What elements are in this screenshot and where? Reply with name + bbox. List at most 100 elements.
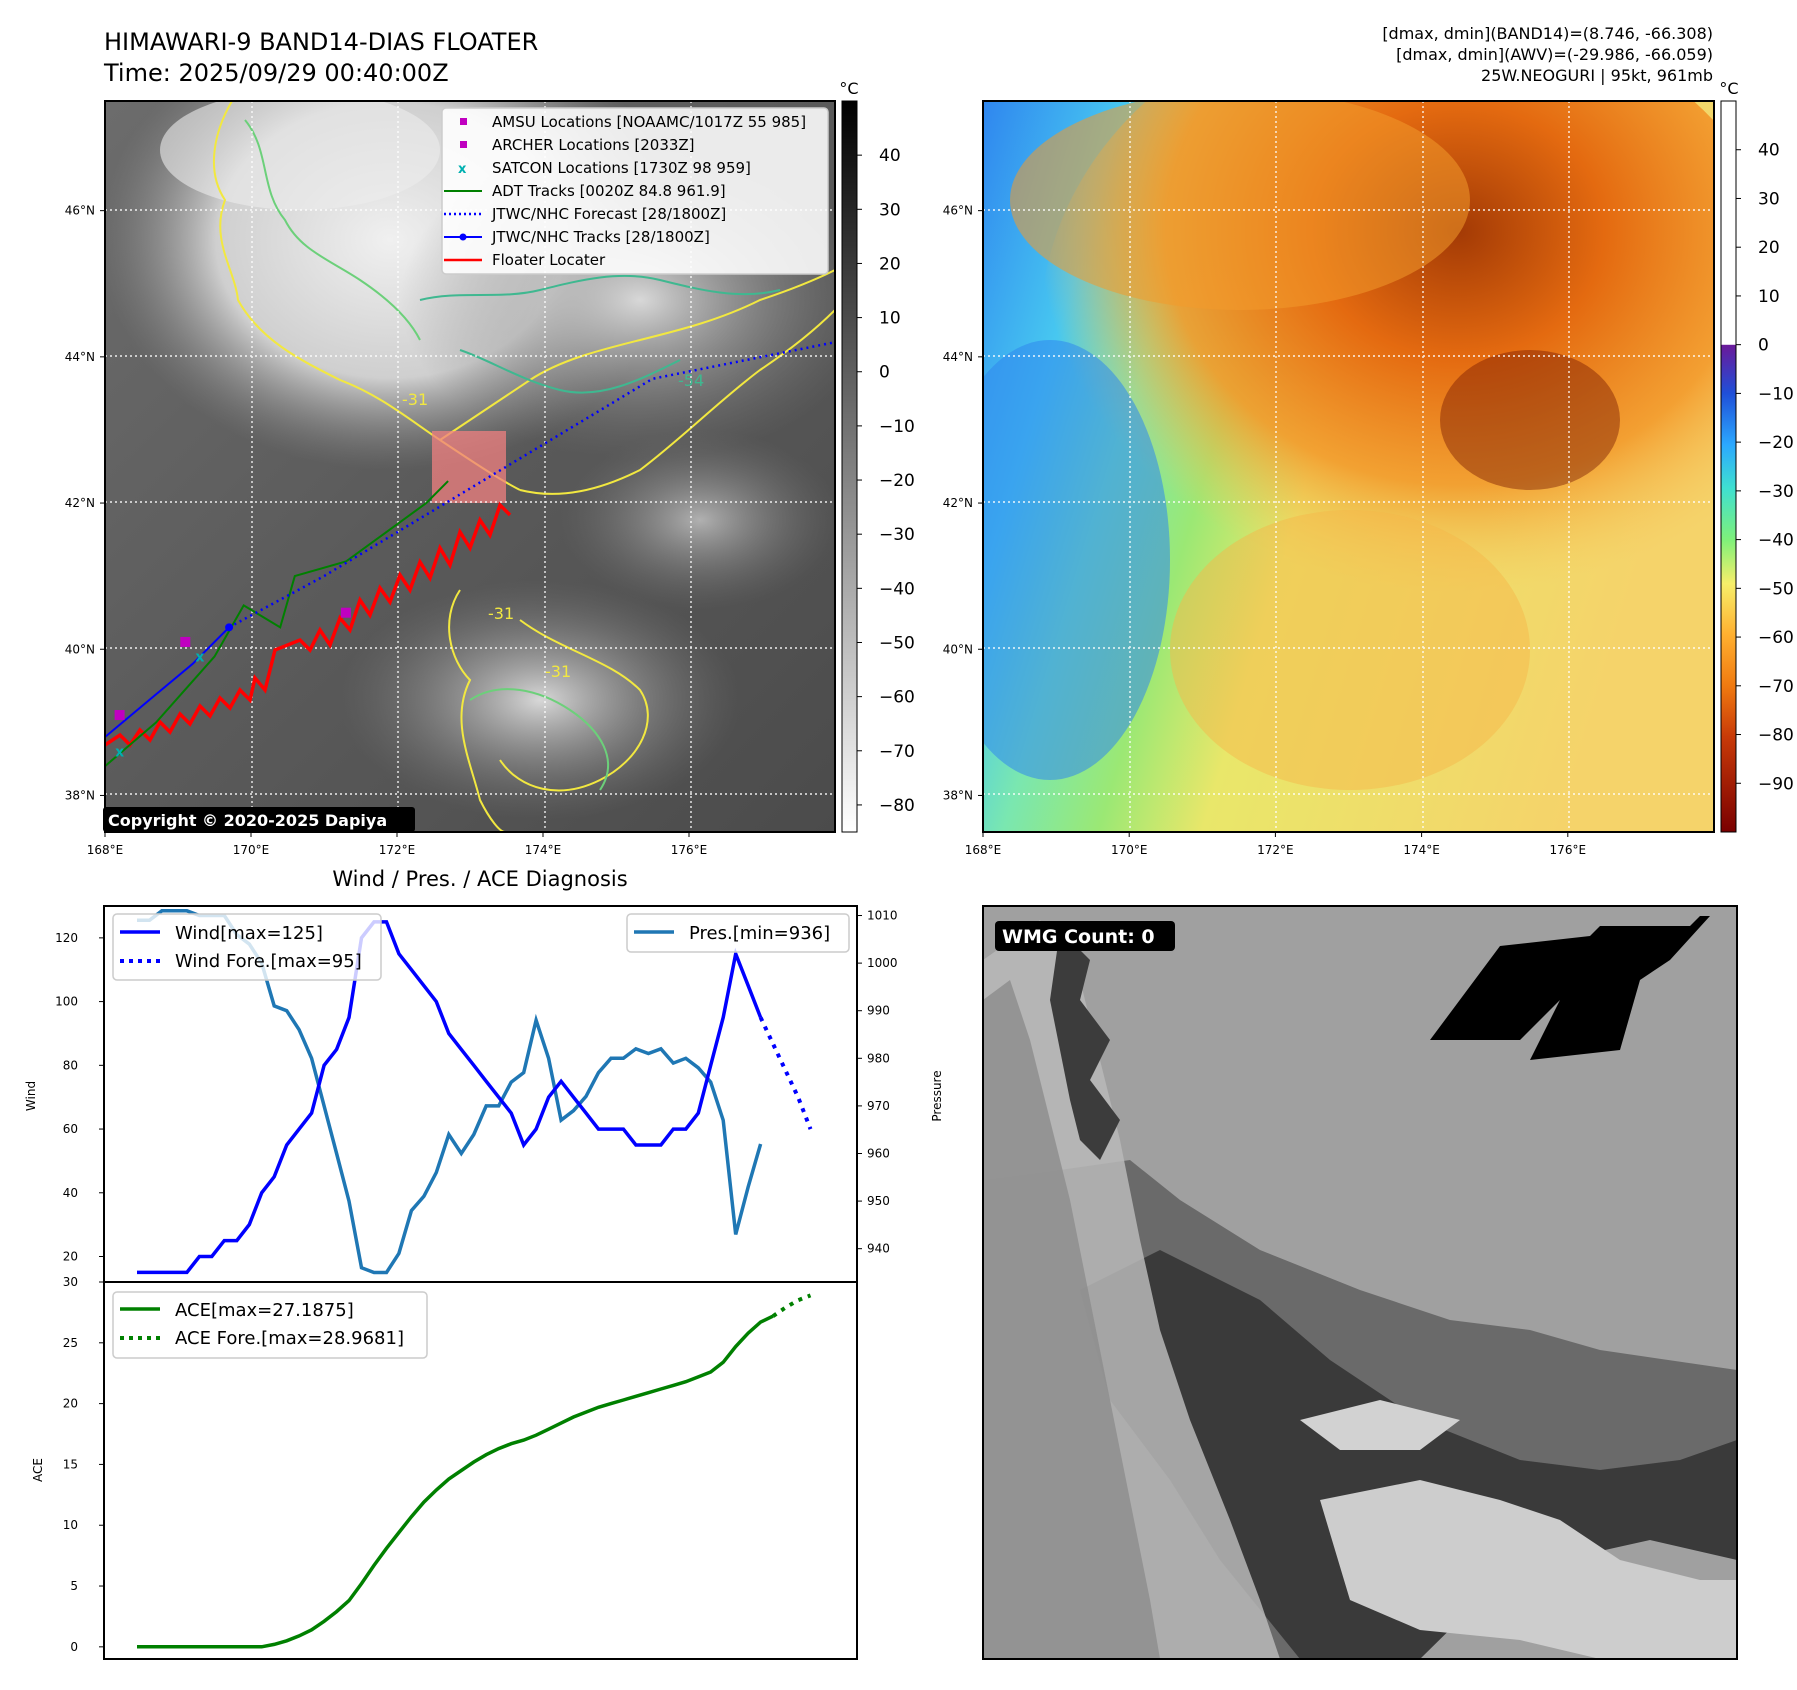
ir-frame — [104, 100, 836, 833]
ace-axis-label: ACE — [31, 1458, 45, 1482]
colorbar-tick-label: −30 — [1758, 482, 1794, 502]
ace-tick-label: 0 — [70, 1640, 78, 1654]
lon-tick-label: 170°E — [1111, 843, 1148, 857]
legend-archer: ARCHER Locations [2033Z] — [492, 136, 695, 154]
info-storm: 25W.NEOGURI | 95kt, 961mb — [1481, 66, 1713, 85]
archer-legend-icon — [460, 141, 467, 148]
info-band14: [dmax, dmin](BAND14)=(8.746, -66.308) — [1382, 24, 1713, 43]
legend-floater: Floater Locater — [492, 251, 606, 269]
lon-tick-label: 174°E — [1403, 843, 1440, 857]
colorbar-tick-label: −50 — [879, 633, 915, 653]
ace-tick-label: 5 — [70, 1579, 78, 1593]
diagnosis-title: Wind / Pres. / ACE Diagnosis — [332, 867, 627, 891]
lon-tick-label: 170°E — [233, 843, 270, 857]
wind-axis-label: Wind — [24, 1081, 38, 1111]
lon-tick-label: 172°E — [379, 843, 416, 857]
wmg-imagery — [983, 906, 1737, 1659]
pressure-tick-label: 940 — [867, 1242, 890, 1256]
legend-wind: Wind[max=125] — [175, 923, 323, 944]
colorbar-tick-label: −60 — [879, 688, 915, 708]
colorbar-tick-label: −10 — [1758, 384, 1794, 404]
lon-tick-label: 176°E — [1550, 843, 1587, 857]
jtwc-track-point — [225, 623, 234, 632]
colorbar-tick-label: 30 — [1758, 189, 1780, 209]
floater-locater-line — [105, 501, 512, 748]
wmg-count-text: WMG Count: 0 — [1002, 926, 1155, 948]
wmg-panel: WMG Count: 0 — [982, 905, 1738, 1660]
legend-amsu: AMSU Locations [NOAAMC/1017Z 55 985] — [492, 113, 806, 131]
colorbar-tick-label: −80 — [879, 796, 915, 816]
ir-lat-ticks: 46°N 44°N 42°N 40°N 38°N — [65, 204, 105, 802]
contour-label: -31 — [402, 390, 428, 409]
colorbar-tick-label: −70 — [879, 742, 915, 762]
awv-panel: 168°E 170°E 172°E 174°E 176°E 46°N 44°N 42°N 40… — [943, 79, 1794, 857]
awv-frame — [982, 100, 1715, 833]
ace-legend: ACE[max=27.1875] ACE Fore.[max=28.9681] — [112, 1291, 428, 1359]
wind-tick-label: 120 — [55, 931, 78, 945]
ace-tick-label: 10 — [63, 1518, 78, 1532]
figure-time: Time: 2025/09/29 00:40:00Z — [103, 59, 449, 87]
awv-lat-ticks: 46°N 44°N 42°N 40°N 38°N — [943, 204, 983, 802]
wind-axis-ticks: 20 40 60 80 100 120 — [55, 931, 104, 1264]
ace-series-line — [137, 1314, 774, 1649]
amsu-legend-icon — [460, 118, 467, 125]
copyright-badge — [103, 807, 415, 832]
amsu-marker — [180, 636, 191, 647]
wind-tick-label: 60 — [63, 1122, 78, 1136]
colorbar-tick-label: −80 — [1758, 726, 1794, 746]
contour-label: -54 — [678, 371, 704, 390]
legend-satcon: SATCON Locations [1730Z 98 959] — [492, 159, 751, 177]
lon-tick-label: 176°E — [671, 843, 708, 857]
pressure-tick-label: 970 — [867, 1099, 890, 1113]
amsu-markers — [114, 607, 351, 721]
lat-tick-label: 44°N — [943, 350, 973, 364]
figure-title: HIMAWARI-9 BAND14-DIAS FLOATER — [104, 28, 538, 56]
pressure-tick-label: 960 — [867, 1146, 890, 1160]
info-awv: [dmax, dmin](AWV)=(-29.986, -66.059) — [1396, 45, 1713, 64]
lon-tick-label: 168°E — [965, 843, 1002, 857]
colorbar-tick-label: 40 — [879, 146, 901, 166]
colorbar-tick-label: −40 — [879, 579, 915, 599]
lat-tick-label: 40°N — [65, 642, 95, 656]
colorbar-tick-label: −90 — [1758, 774, 1794, 794]
copyright-text: Copyright © 2020-2025 Dapiya — [108, 811, 387, 830]
pressure-tick-label: 950 — [867, 1194, 890, 1208]
lat-tick-label: 42°N — [943, 496, 973, 510]
wind-legend: Wind[max=125] Wind Fore.[max=95] — [112, 913, 382, 981]
awv-imagery — [983, 101, 1714, 832]
ace-tick-label: 20 — [63, 1397, 78, 1411]
lat-tick-label: 46°N — [943, 204, 973, 218]
lon-tick-label: 168°E — [87, 843, 124, 857]
ir-colorbar — [841, 100, 858, 833]
pressure-tick-label: 1010 — [867, 909, 898, 923]
ir-colorbar-ticks: 40 30 20 10 0 −10 −20 −30 −40 −50 −60 −70 −80 — [857, 146, 915, 816]
contour-label: -31 — [545, 662, 571, 681]
contour-label: -31 — [488, 604, 514, 623]
colorbar-tick-label: −50 — [1758, 579, 1794, 599]
lat-tick-label: 44°N — [65, 350, 95, 364]
adt-track-line — [105, 480, 449, 767]
colorbar-tick-label: −20 — [1758, 433, 1794, 453]
colorbar-tick-label: 0 — [879, 363, 890, 383]
colorbar-tick-label: −10 — [879, 417, 915, 437]
amsu-marker — [114, 710, 125, 721]
wind-tick-label: 20 — [63, 1250, 78, 1264]
legend-ace-forecast: ACE Fore.[max=28.9681] — [175, 1328, 404, 1349]
awv-colorbar-ticks: 40 30 20 10 0 −10 −20 −30 −40 −50 −60 −70 −80 −90 — [1736, 141, 1794, 794]
lat-tick-label: 38°N — [943, 788, 973, 802]
wind-pressure-chart: 20 40 60 80 100 120 940 950 960 970 980 990 1000 101… — [24, 905, 944, 1283]
awv-gridlines — [983, 101, 1714, 832]
ace-tick-label: 25 — [63, 1336, 78, 1350]
pressure-tick-label: 990 — [867, 1004, 890, 1018]
satcon-legend-icon: x — [458, 162, 467, 177]
lon-tick-label: 174°E — [525, 843, 562, 857]
legend-adt: ADT Tracks [0020Z 84.8 961.9] — [492, 182, 726, 200]
awv-colorbar — [1720, 100, 1737, 833]
colorbar-tick-label: 20 — [1758, 238, 1780, 258]
pressure-tick-label: 980 — [867, 1051, 890, 1065]
legend-pressure: Pres.[min=936] — [689, 923, 830, 944]
jtwc-track-line — [105, 626, 230, 738]
colorbar-tick-label: 0 — [1758, 336, 1769, 356]
colorbar-tick-label: 10 — [1758, 287, 1780, 307]
